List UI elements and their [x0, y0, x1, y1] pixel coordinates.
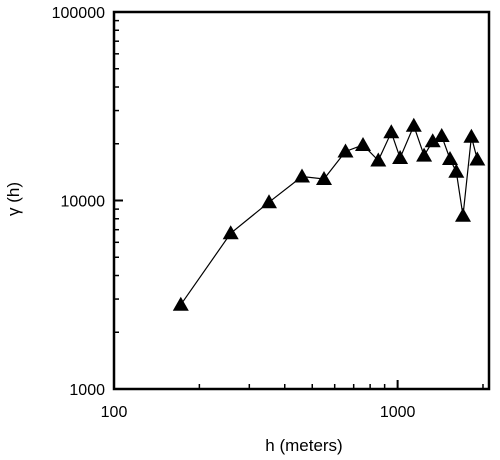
data-point-triangle [455, 207, 471, 222]
data-point-triangle [383, 124, 400, 139]
data-point-triangle [370, 152, 387, 167]
data-point-triangle [424, 133, 441, 148]
data-point-triangle [337, 143, 354, 158]
y-tick-label: 1000 [69, 382, 105, 399]
x-axis-title: h (meters) [265, 436, 342, 455]
x-tick-label: 100 [101, 404, 128, 421]
x-tick-label: 1000 [380, 404, 416, 421]
data-point-triangle [433, 128, 450, 142]
data-point-triangle [448, 163, 465, 178]
data-point-triangle [261, 194, 277, 209]
data-series [172, 117, 486, 311]
data-point-triangle [355, 137, 371, 151]
plot-frame [112, 10, 491, 391]
data-point-triangle [294, 168, 310, 183]
y-tick-label: 10000 [61, 194, 106, 211]
data-point-triangle [172, 296, 189, 311]
axes: 100 1000 1000 10000 100000 [52, 5, 491, 421]
data-point-triangle [316, 171, 332, 185]
y-axis-title: γ (h) [4, 182, 23, 216]
data-point-triangle [222, 225, 239, 240]
y-tick-label: 100000 [52, 5, 105, 22]
data-point-triangle [405, 117, 422, 132]
data-point-triangle [392, 150, 409, 164]
data-point-triangle [416, 147, 433, 162]
data-point-triangle [469, 151, 486, 166]
data-point-triangle [442, 151, 458, 165]
series-line [180, 124, 478, 306]
data-point-triangle [463, 128, 480, 143]
